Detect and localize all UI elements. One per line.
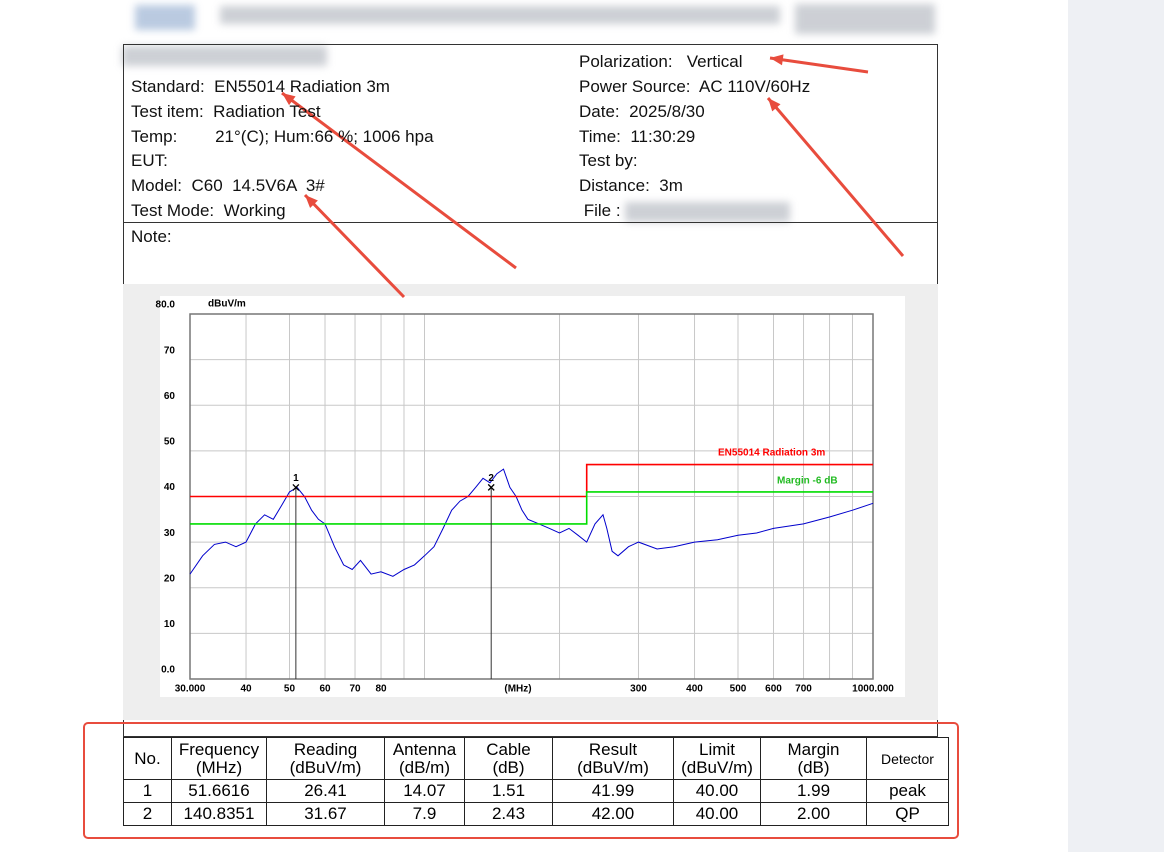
x-tick-label: 30.000 <box>175 684 206 695</box>
table-cell: Margin (dB) <box>760 737 867 780</box>
text: Standard: EN55014 Radiation 3m <box>131 77 390 96</box>
text: File : <box>579 201 621 220</box>
x-tick-label: 60 <box>319 684 331 695</box>
table-cell: 1 <box>123 779 172 803</box>
table-cell: 1.51 <box>464 779 553 803</box>
table-cell: Detector <box>866 737 949 780</box>
text: EUT: <box>131 151 168 170</box>
annotation-arrow <box>766 97 905 257</box>
blurred-title <box>795 4 935 34</box>
text: Time: 11:30:29 <box>579 127 696 146</box>
y-tick-label: 0.0 <box>161 665 175 676</box>
y-tick-label: 70 <box>164 345 176 356</box>
annotation-arrowhead <box>282 93 296 106</box>
marker-cross <box>487 483 495 491</box>
table-cell: 26.41 <box>266 779 385 803</box>
table-cell: 14.07 <box>384 779 465 803</box>
x-tick-label: 500 <box>730 684 747 695</box>
text: Date: 2025/8/30 <box>579 102 705 121</box>
x-tick-label: 700 <box>795 684 812 695</box>
series-line <box>190 491 873 525</box>
table-cell: 41.99 <box>552 779 674 803</box>
y-tick-label: 20 <box>164 573 176 584</box>
table-cell: Result (dBuV/m) <box>552 737 674 780</box>
annotation-arrow <box>769 56 869 74</box>
text: Test by: <box>579 151 638 170</box>
text: Temp: 21°(C); Hum:66 %; 1006 hpa <box>131 127 434 146</box>
text: Test item: Radiation Test <box>131 102 321 121</box>
x-tick-label: 70 <box>349 684 361 695</box>
text: Note: <box>131 227 172 246</box>
blurred-title <box>220 6 780 24</box>
table-cell: 2.43 <box>464 802 553 826</box>
annotation-arrow <box>303 193 406 299</box>
x-tick-label: 80 <box>375 684 387 695</box>
side-panel <box>1068 0 1164 852</box>
x-tick-label: 600 <box>765 684 782 695</box>
y-tick-label: 10 <box>164 619 176 630</box>
x-axis-label: (MHz) <box>504 684 531 695</box>
table-cell: 31.67 <box>266 802 385 826</box>
y-tick-label: 60 <box>164 391 176 402</box>
marker-label: 1 <box>293 473 299 484</box>
blurred-text <box>122 46 327 66</box>
blurred-file <box>625 202 790 222</box>
blurred-logo <box>135 5 195 30</box>
text: Test Mode: Working <box>131 201 286 220</box>
result-table: No. Frequency (MHz) Reading (dBuV/m) Antenn… <box>123 737 949 826</box>
legend-label: Margin -6 dB <box>777 476 838 487</box>
y-tick-label: 30 <box>164 528 176 539</box>
legend-label: EN55014 Radiation 3m <box>718 448 825 459</box>
table-cell: 140.8351 <box>171 802 267 826</box>
annotation-arrowhead <box>770 54 784 66</box>
y-tick-label: 50 <box>164 437 176 448</box>
table-cell: 40.00 <box>673 802 761 826</box>
x-tick-label: 1000.000 <box>852 684 894 695</box>
table-cell: QP <box>866 802 949 826</box>
x-tick-label: 400 <box>686 684 703 695</box>
annotation-arrowhead <box>305 195 318 209</box>
y-unit: dBuV/m <box>208 299 246 310</box>
table-cell: 51.6616 <box>171 779 267 803</box>
divider <box>124 222 937 223</box>
x-tick-label: 40 <box>240 684 252 695</box>
text: Model: C60 14.5V6A 3# <box>131 176 325 195</box>
y-tick-label: 40 <box>164 482 176 493</box>
text: Power Source: AC 110V/60Hz <box>579 77 811 96</box>
marker-label: 2 <box>488 473 494 484</box>
series-line <box>190 463 873 498</box>
table-cell: 2 <box>123 802 172 826</box>
marker-cross <box>292 483 300 491</box>
table-cell: 42.00 <box>552 802 674 826</box>
annotation-arrow <box>281 91 517 270</box>
text: Polarization: Vertical <box>579 52 743 71</box>
highlight-box <box>83 722 959 839</box>
x-tick-label: 300 <box>630 684 647 695</box>
y-tick-label: 80.0 <box>156 300 176 311</box>
text: Distance: 3m <box>579 176 683 195</box>
x-tick-label: 50 <box>284 684 296 695</box>
annotation-arrowhead <box>768 98 781 112</box>
table-cell: 7.9 <box>384 802 465 826</box>
